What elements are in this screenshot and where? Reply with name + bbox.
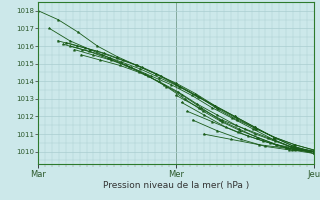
X-axis label: Pression niveau de la mer( hPa ): Pression niveau de la mer( hPa ) [103,181,249,190]
